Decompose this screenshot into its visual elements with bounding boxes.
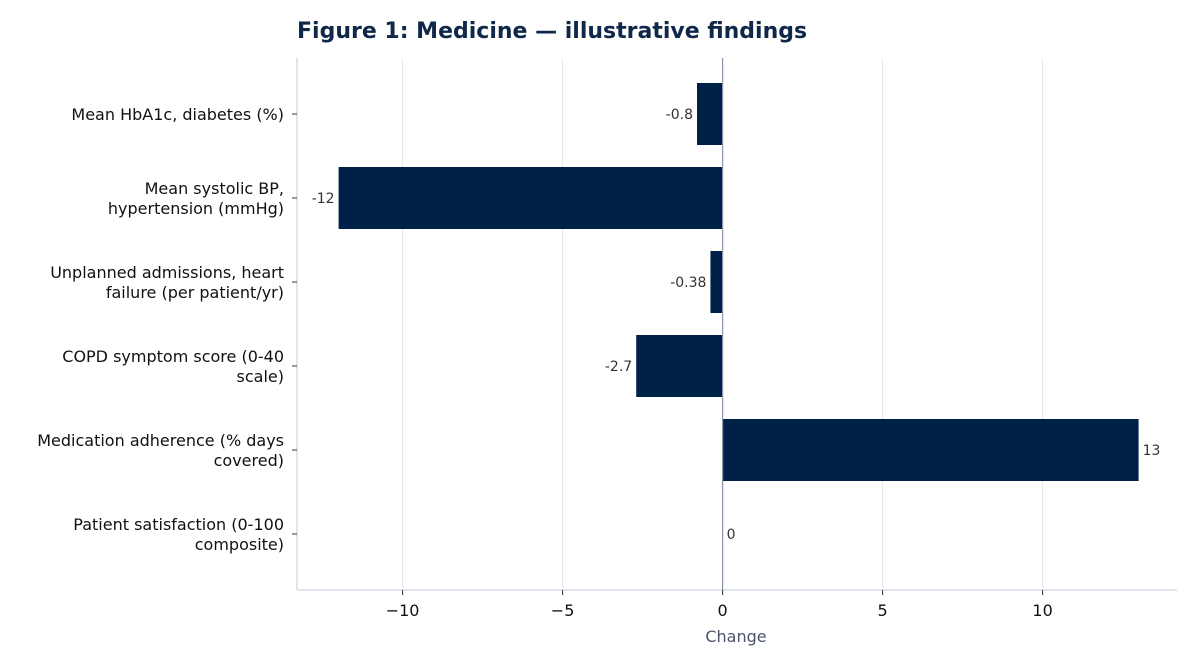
bar (722, 419, 1139, 481)
axes (296, 58, 1177, 591)
category-label: Unplanned admissions, heart failure (per … (50, 263, 284, 302)
data-labels: -0.8 -12 -0.38 -2.7 13 0 (312, 107, 1161, 543)
data-label: 0 (727, 527, 736, 543)
x-tick-label: 10 (1032, 601, 1052, 620)
category-label: Mean systolic BP, hypertension (mmHg) (108, 179, 284, 218)
category-label: Mean HbA1c, diabetes (%) (71, 105, 284, 124)
category-label: Patient satisfaction (0-100 composite) (73, 515, 284, 554)
bar (697, 83, 723, 145)
chart-title: Figure 1: Medicine — illustrative findin… (297, 19, 807, 44)
data-label: -2.7 (605, 359, 632, 375)
bar (636, 335, 723, 397)
x-tick-label: 5 (878, 601, 888, 620)
grid (402, 58, 1044, 590)
bar (710, 251, 723, 313)
bars (338, 83, 1139, 481)
category-label: COPD symptom score (0-40 scale) (62, 347, 284, 386)
x-tick-label: −10 (386, 601, 420, 620)
data-label: 13 (1143, 443, 1161, 459)
data-label: -0.8 (666, 107, 693, 123)
data-label: -12 (312, 191, 335, 207)
x-tick-label: −5 (551, 601, 575, 620)
x-tick-label: 0 (718, 601, 728, 620)
x-axis-title: Change (705, 627, 766, 646)
bar (338, 167, 723, 229)
x-ticks: −10 −5 0 5 10 (386, 590, 1053, 620)
data-label: -0.38 (670, 275, 706, 291)
category-label: Medication adherence (% days covered) (37, 431, 284, 470)
category-labels: Mean HbA1c, diabetes (%) Mean systolic BP… (37, 105, 297, 554)
